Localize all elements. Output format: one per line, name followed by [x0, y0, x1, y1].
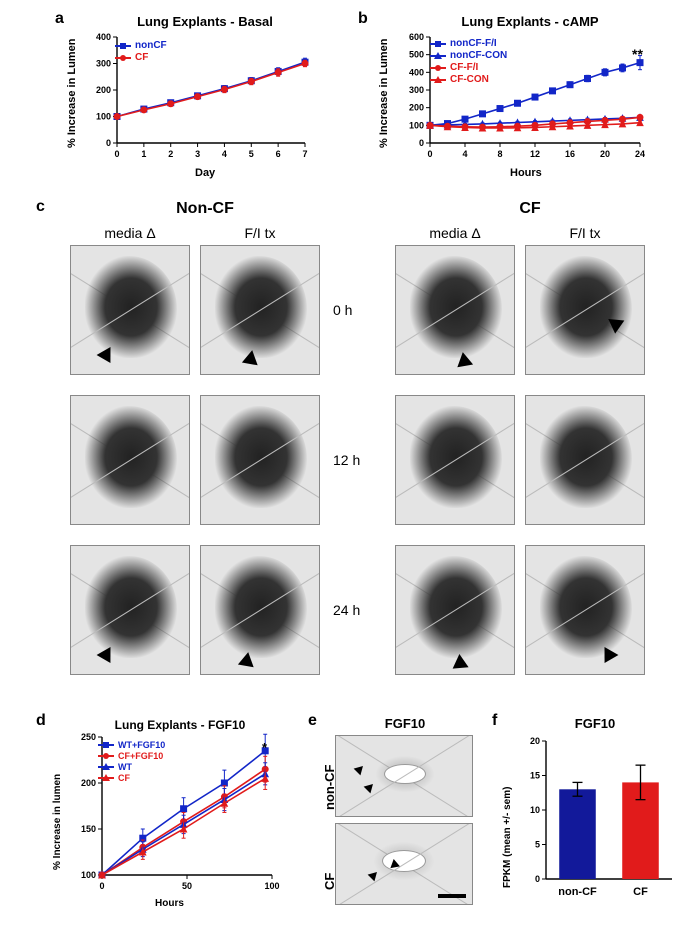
legend-item: CF+FGF10	[98, 751, 165, 761]
panel-c-label: c	[36, 198, 45, 216]
panel-b-sig: **	[632, 46, 643, 62]
svg-text:7: 7	[302, 149, 307, 159]
svg-text:300: 300	[96, 59, 111, 69]
svg-text:500: 500	[409, 50, 424, 60]
svg-text:200: 200	[409, 103, 424, 113]
svg-text:8: 8	[497, 149, 502, 159]
panel-b-ylabel: % Increase in Lumen	[378, 39, 390, 148]
panel-c-col1-l: media Δ	[70, 225, 190, 241]
panel-c-group-right: CF	[440, 200, 620, 218]
svg-text:200: 200	[96, 85, 111, 95]
panel-f-label: f	[492, 712, 497, 730]
panel-d-sig: *	[262, 740, 267, 755]
svg-text:250: 250	[81, 733, 96, 742]
svg-text:20: 20	[600, 149, 610, 159]
panel-c-image	[200, 545, 320, 675]
panel-e-title: FGF10	[345, 716, 465, 731]
svg-text:0: 0	[99, 881, 104, 891]
panel-e-label: e	[308, 712, 317, 730]
panel-c-image	[70, 395, 190, 525]
panel-c-image	[395, 545, 515, 675]
panel-c-image	[395, 395, 515, 525]
svg-text:0: 0	[535, 874, 540, 884]
panel-c-col2-l: F/I tx	[200, 225, 320, 241]
svg-text:600: 600	[409, 33, 424, 42]
panel-a-ylabel: % Increase in Lumen	[66, 39, 78, 148]
panel-d-xlabel: Hours	[155, 898, 184, 909]
panel-c-row-label: 12 h	[333, 452, 360, 468]
panel-a-label: a	[55, 10, 64, 28]
svg-text:50: 50	[182, 881, 192, 891]
svg-text:10: 10	[530, 805, 540, 815]
svg-text:150: 150	[81, 824, 96, 834]
panel-b-title: Lung Explants - cAMP	[405, 14, 655, 29]
panel-c-image	[525, 395, 645, 525]
svg-text:6: 6	[276, 149, 281, 159]
panel-d-ylabel: % Increase in lumen	[52, 774, 63, 870]
legend-item: WT+FGF10	[98, 740, 165, 750]
panel-b-legend: nonCF-F/I nonCF-CON CF-F/I CF-CON	[430, 38, 507, 86]
panel-d-title: Lung Explants - FGF10	[80, 718, 280, 732]
svg-text:5: 5	[249, 149, 254, 159]
legend-item: WT	[98, 762, 165, 772]
svg-text:24: 24	[635, 149, 645, 159]
svg-text:100: 100	[264, 881, 279, 891]
panel-c-image	[200, 245, 320, 375]
svg-text:200: 200	[81, 778, 96, 788]
panel-f-title: FGF10	[530, 716, 660, 731]
legend-item: nonCF-F/I	[430, 38, 507, 49]
panel-d-legend: WT+FGF10 CF+FGF10 WT CF	[98, 740, 165, 784]
svg-text:0: 0	[106, 138, 111, 148]
panel-c-row-label: 24 h	[333, 602, 360, 618]
svg-text:1: 1	[141, 149, 146, 159]
svg-text:400: 400	[409, 67, 424, 77]
svg-text:400: 400	[96, 33, 111, 42]
panel-c-group-left: Non-CF	[115, 200, 295, 218]
panel-a-legend: nonCF CF	[115, 40, 167, 64]
panel-a-title: Lung Explants - Basal	[95, 14, 315, 29]
panel-c-row-label: 0 h	[333, 302, 352, 318]
panel-e-image-cf	[335, 823, 473, 905]
panel-c-col1-r: media Δ	[395, 225, 515, 241]
svg-text:0: 0	[419, 138, 424, 148]
legend-item: nonCF	[115, 40, 167, 51]
svg-text:2: 2	[168, 149, 173, 159]
legend-item: CF-F/I	[430, 62, 507, 73]
panel-e-image-noncf	[335, 735, 473, 817]
svg-text:100: 100	[96, 112, 111, 122]
legend-item: CF	[98, 773, 165, 783]
panel-c-image	[525, 245, 645, 375]
svg-text:5: 5	[535, 840, 540, 850]
svg-text:100: 100	[81, 870, 96, 880]
panel-f-chart: 0 5 10 15 20 non-CF CF	[518, 735, 678, 905]
legend-item: nonCF-CON	[430, 50, 507, 61]
svg-text:16: 16	[565, 149, 575, 159]
panel-f-ylabel: FPKM (mean +/- sem)	[502, 787, 513, 888]
panel-c-image	[525, 545, 645, 675]
panel-c-image	[70, 545, 190, 675]
svg-text:12: 12	[530, 149, 540, 159]
panel-c-image	[200, 395, 320, 525]
svg-text:CF: CF	[633, 886, 648, 898]
svg-text:300: 300	[409, 85, 424, 95]
panel-b-xlabel: Hours	[510, 167, 542, 179]
svg-text:0: 0	[114, 149, 119, 159]
legend-item: CF-CON	[430, 74, 507, 85]
svg-text:20: 20	[530, 736, 540, 746]
svg-text:4: 4	[462, 149, 467, 159]
panel-b-label: b	[358, 10, 368, 28]
panel-a-xlabel: Day	[195, 167, 215, 179]
svg-text:0: 0	[427, 149, 432, 159]
svg-text:4: 4	[222, 149, 227, 159]
svg-text:non-CF: non-CF	[558, 886, 597, 898]
svg-text:3: 3	[195, 149, 200, 159]
panel-c-image	[395, 245, 515, 375]
panel-c-image	[70, 245, 190, 375]
panel-c-col2-r: F/I tx	[525, 225, 645, 241]
legend-item: CF	[115, 52, 167, 63]
svg-text:100: 100	[409, 120, 424, 130]
svg-text:15: 15	[530, 771, 540, 781]
panel-d-label: d	[36, 712, 46, 730]
